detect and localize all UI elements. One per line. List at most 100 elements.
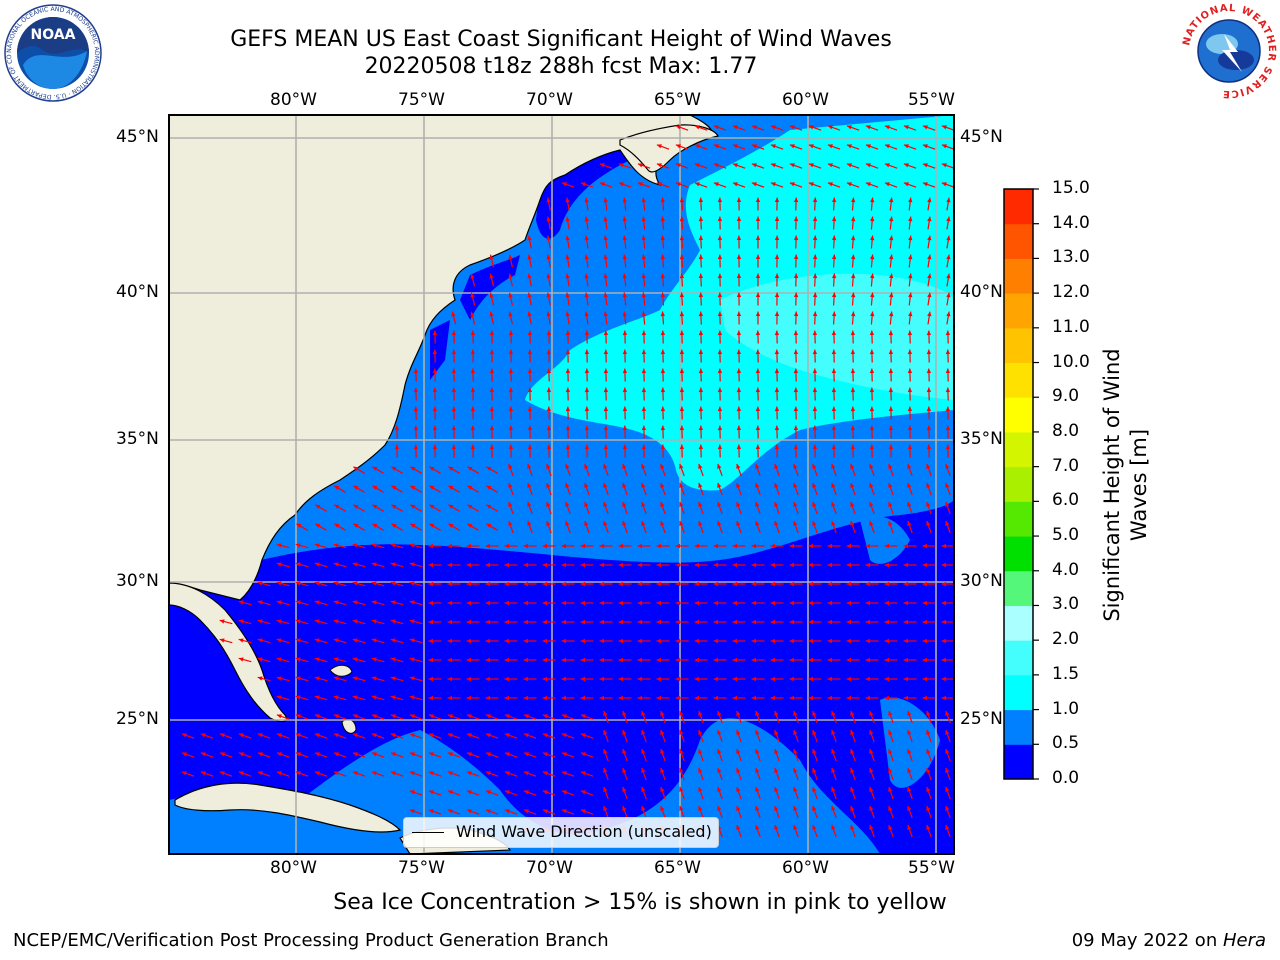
- wave-direction-arrowhead: [561, 733, 567, 738]
- wave-direction-arrowhead: [870, 273, 875, 279]
- wave-direction-arrowhead: [679, 311, 685, 317]
- wave-direction-arrowhead: [808, 657, 813, 663]
- wave-direction-arrowhead: [869, 520, 874, 526]
- svg-text:NOAA: NOAA: [31, 27, 76, 43]
- wave-direction-arrowhead: [907, 330, 913, 336]
- wave-direction-arrowhead: [774, 748, 779, 754]
- wave-direction-arrowhead: [903, 144, 909, 149]
- wave-direction-arrowhead: [850, 463, 855, 469]
- wave-direction-arrowhead: [656, 657, 661, 663]
- wave-direction-arrowhead: [922, 562, 927, 568]
- wave-direction-arrowhead: [599, 619, 604, 625]
- wave-direction-arrowhead: [622, 463, 627, 469]
- wave-direction-arrowhead: [486, 485, 492, 490]
- wave-direction-arrowhead: [508, 330, 514, 336]
- wave-direction-arrowhead: [580, 771, 586, 776]
- wave-direction-arrowhead: [907, 349, 913, 355]
- wave-direction-arrowhead: [561, 752, 567, 757]
- wave-direction-arrowhead: [603, 330, 609, 336]
- wave-direction-arrowhead: [717, 235, 723, 241]
- wave-direction-arrowhead: [618, 638, 623, 644]
- wave-direction-arrowhead: [679, 805, 684, 811]
- wave-direction-arrowhead: [808, 581, 813, 587]
- wave-direction-arrowhead: [542, 543, 547, 549]
- wave-direction-arrowhead: [736, 349, 742, 355]
- wave-direction-arrowhead: [713, 638, 718, 644]
- wave-direction-arrowhead: [850, 824, 855, 830]
- wave-direction-arrowhead: [489, 387, 495, 393]
- wave-direction-arrowhead: [660, 406, 666, 412]
- wave-direction-arrowhead: [599, 676, 604, 682]
- wave-direction-arrowhead: [276, 562, 282, 567]
- wave-direction-arrowhead: [527, 482, 532, 488]
- wave-direction-arrowhead: [717, 387, 723, 393]
- wave-direction-arrowhead: [352, 581, 358, 586]
- wave-direction-arrowhead: [542, 619, 547, 625]
- wave-direction-arrowhead: [618, 581, 623, 587]
- wave-direction-arrowhead: [580, 657, 585, 663]
- wave-direction-arrowhead: [698, 748, 703, 754]
- wave-direction-arrowhead: [333, 581, 339, 586]
- wave-direction-arrowhead: [410, 523, 416, 528]
- wave-direction-arrowhead: [428, 771, 434, 776]
- wave-direction-arrowhead: [580, 809, 586, 814]
- wave-direction-arrowhead: [523, 543, 528, 549]
- wave-direction-arrowhead: [812, 824, 817, 830]
- wave-direction-arrowhead: [561, 771, 567, 776]
- wave-direction-arrowhead: [751, 600, 756, 606]
- wave-direction-arrowhead: [755, 748, 760, 754]
- wave-direction-arrowhead: [390, 562, 396, 567]
- wave-direction-arrowhead: [751, 581, 756, 587]
- wave-direction-arrowhead: [622, 406, 628, 412]
- wave-direction-arrowhead: [584, 235, 589, 241]
- wave-direction-arrowhead: [679, 273, 685, 279]
- wave-direction-arrowhead: [603, 406, 609, 412]
- wave-direction-arrowhead: [812, 368, 818, 374]
- wave-direction-arrowhead: [523, 695, 528, 701]
- wave-direction-arrowhead: [736, 463, 741, 469]
- wave-direction-arrowhead: [622, 368, 628, 374]
- wave-direction-arrowhead: [774, 330, 780, 336]
- wave-direction-arrowhead: [409, 790, 415, 795]
- wave-direction-arrowhead: [755, 254, 761, 259]
- wave-direction-arrowhead: [618, 695, 623, 701]
- wave-direction-arrowhead: [466, 562, 471, 568]
- wave-direction-arrowhead: [219, 638, 225, 643]
- wave-direction-arrowhead: [870, 254, 875, 260]
- wave-direction-arrowhead: [334, 485, 340, 490]
- wave-direction-arrowhead: [238, 771, 244, 776]
- wave-direction-arrowhead: [789, 182, 795, 187]
- wave-direction-arrowhead: [276, 657, 282, 662]
- wave-direction-arrowhead: [542, 581, 547, 587]
- wave-direction-arrowhead: [527, 501, 532, 507]
- wave-direction-arrowhead: [846, 182, 852, 187]
- wave-direction-arrowhead: [846, 619, 851, 625]
- wave-direction-arrowhead: [694, 600, 699, 606]
- wave-direction-arrowhead: [812, 444, 818, 450]
- wave-direction-arrowhead: [451, 387, 457, 393]
- wave-direction-arrowhead: [565, 292, 570, 298]
- wave-direction-arrowhead: [466, 657, 471, 663]
- wave-direction-arrowhead: [793, 406, 799, 412]
- wave-direction-arrowhead: [641, 501, 646, 507]
- wave-direction-arrowhead: [295, 695, 301, 700]
- wave-direction-arrowhead: [641, 729, 646, 735]
- wave-direction-arrowhead: [353, 485, 359, 490]
- wave-direction-arrowhead: [889, 216, 894, 222]
- wave-direction-arrowhead: [926, 805, 931, 811]
- wave-direction-arrowhead: [907, 805, 912, 811]
- wave-direction-arrowhead: [736, 805, 741, 811]
- wave-direction-arrowhead: [812, 463, 817, 469]
- wave-direction-arrowhead: [945, 786, 950, 792]
- wave-direction-arrowhead: [451, 330, 457, 336]
- wave-direction-arrowhead: [865, 619, 870, 625]
- wave-direction-arrowhead: [827, 695, 832, 701]
- wave-direction-arrowhead: [850, 482, 855, 488]
- wave-direction-arrowhead: [371, 657, 377, 662]
- wave-direction-arrowhead: [352, 600, 358, 605]
- wave-direction-arrowhead: [660, 729, 665, 735]
- wave-direction-arrowhead: [295, 619, 301, 624]
- wave-direction-arrowhead: [831, 767, 836, 773]
- wave-direction-arrowhead: [922, 600, 927, 606]
- wave-direction-arrowhead: [808, 182, 814, 187]
